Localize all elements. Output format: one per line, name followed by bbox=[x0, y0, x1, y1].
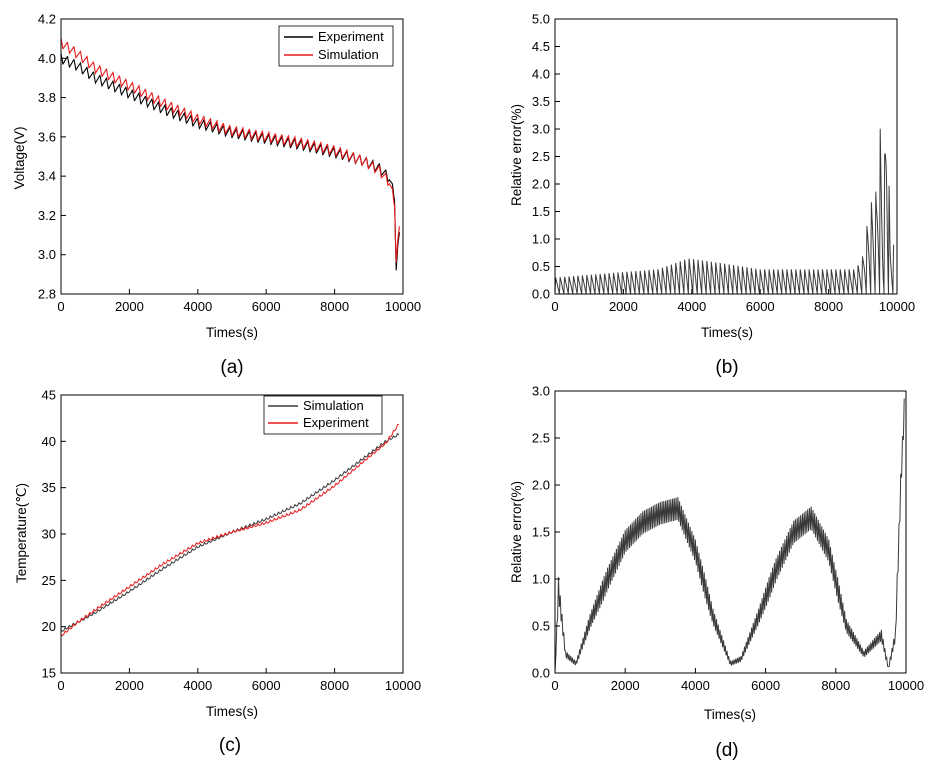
y-tick-label-b: 1.5 bbox=[532, 204, 550, 219]
x-tick-label-a: 4000 bbox=[183, 299, 212, 314]
y-tick-label-c: 25 bbox=[42, 573, 56, 588]
x-tick-label-b: 10000 bbox=[879, 299, 915, 314]
y-tick-label-b: 5.0 bbox=[532, 12, 550, 27]
x-tick-label-d: 8000 bbox=[821, 678, 850, 693]
plot-frame-a bbox=[60, 18, 404, 295]
y-tick-label-a: 3.4 bbox=[38, 169, 56, 184]
y-tick-label-d: 2.5 bbox=[532, 431, 550, 446]
y-tick-label-a: 4.0 bbox=[38, 51, 56, 66]
y-tick-label-b: 0.5 bbox=[532, 259, 550, 274]
x-tick-label-c: 8000 bbox=[320, 678, 349, 693]
x-tick-label-a: 8000 bbox=[320, 299, 349, 314]
x-tick-label-a: 6000 bbox=[252, 299, 281, 314]
y-tick-label-d: 2.0 bbox=[532, 478, 550, 493]
y-tick-label-b: 1.0 bbox=[532, 232, 550, 247]
y-tick-label-b: 4.5 bbox=[532, 39, 550, 54]
series-line-c-experiment bbox=[61, 423, 399, 637]
y-tick-label-d: 0.0 bbox=[532, 666, 550, 681]
y-tick-label-a: 2.8 bbox=[38, 287, 56, 302]
x-tick-label-b: 6000 bbox=[746, 299, 775, 314]
y-axis-title-a: Voltage(V) bbox=[12, 126, 27, 189]
legend-box-c bbox=[263, 395, 383, 435]
legend-a: Experiment Simulation bbox=[278, 25, 394, 67]
x-axis-title-d: Times(s) bbox=[704, 707, 756, 722]
y-tick-label-b: 2.0 bbox=[532, 177, 550, 192]
legend-entry-experiment-a: Experiment bbox=[318, 29, 384, 44]
y-tick-label-b: 3.5 bbox=[532, 94, 550, 109]
y-axis-title-c: Temperature(℃) bbox=[14, 483, 29, 583]
y-tick-label-d: 1.0 bbox=[532, 572, 550, 587]
panel-label-c: (c) bbox=[219, 735, 241, 756]
axis-ticks-d: 0 2000 4000 6000 8000 10000 0.0 0.5 1.0 1.5 2.0 2.5… bbox=[532, 384, 924, 694]
y-tick-label-b: 2.5 bbox=[532, 149, 550, 164]
y-tick-label-c: 15 bbox=[42, 666, 56, 681]
axis-ticks-b: 0 2000 4000 6000 8000 10000 0.0 0.5 1.0 1.5 2.0 2.5… bbox=[532, 12, 915, 315]
panel-label-b: (b) bbox=[715, 357, 738, 378]
legend-entry-simulation-a: Simulation bbox=[318, 47, 379, 62]
x-tick-label-d: 6000 bbox=[751, 678, 780, 693]
y-tick-label-d: 3.0 bbox=[532, 384, 550, 399]
x-tick-label-d: 2000 bbox=[611, 678, 640, 693]
x-tick-label-c: 4000 bbox=[183, 678, 212, 693]
x-tick-label-b: 0 bbox=[551, 299, 558, 314]
legend-c: Simulation Experiment bbox=[263, 395, 383, 435]
y-tick-label-d: 0.5 bbox=[532, 619, 550, 634]
plot-area-d bbox=[555, 398, 905, 672]
series-line-b-relative-error bbox=[555, 128, 895, 294]
y-tick-label-c: 30 bbox=[42, 527, 56, 542]
y-tick-label-b: 4.0 bbox=[532, 67, 550, 82]
y-tick-label-b: 0.0 bbox=[532, 287, 550, 302]
legend-box-a bbox=[278, 25, 394, 67]
x-tick-label-a: 10000 bbox=[385, 299, 421, 314]
y-tick-label-d: 1.5 bbox=[532, 525, 550, 540]
x-tick-label-d: 4000 bbox=[681, 678, 710, 693]
y-axis-title-b: Relative error(%) bbox=[509, 104, 524, 206]
x-axis-title-b: Times(s) bbox=[701, 325, 753, 340]
y-tick-label-a: 4.2 bbox=[38, 12, 56, 27]
x-tick-label-c: 10000 bbox=[385, 678, 421, 693]
y-tick-label-a: 3.6 bbox=[38, 129, 56, 144]
plot-area-a bbox=[61, 37, 400, 271]
legend-entry-experiment-c: Experiment bbox=[303, 415, 369, 430]
legend-entry-simulation-c: Simulation bbox=[303, 398, 364, 413]
series-line-a-experiment bbox=[61, 53, 400, 271]
x-tick-label-a: 2000 bbox=[115, 299, 144, 314]
x-tick-label-b: 4000 bbox=[677, 299, 706, 314]
x-axis-title-a: Times(s) bbox=[206, 325, 258, 340]
panel-c: 0 2000 4000 6000 8000 10000 15 20 25 30 35 40 45 Tim… bbox=[14, 388, 421, 757]
y-tick-label-a: 3.8 bbox=[38, 90, 56, 105]
x-tick-label-b: 8000 bbox=[814, 299, 843, 314]
plot-area-b bbox=[555, 128, 895, 294]
x-tick-label-b: 2000 bbox=[609, 299, 638, 314]
y-tick-label-c: 45 bbox=[42, 388, 56, 403]
panel-label-d: (d) bbox=[715, 740, 738, 761]
axis-ticks-c: 0 2000 4000 6000 8000 10000 15 20 25 30 35 40 45 bbox=[42, 388, 422, 694]
panel-label-a: (a) bbox=[220, 357, 243, 378]
panel-a: 0 2000 4000 6000 8000 10000 2.8 3.0 3.2 3.4 3.6 3.8… bbox=[12, 12, 421, 379]
panel-b: 0 2000 4000 6000 8000 10000 0.0 0.5 1.0 1.5 2.0 2.5… bbox=[509, 12, 915, 379]
plot-area-c bbox=[61, 423, 400, 637]
series-line-d-relative-error bbox=[555, 398, 905, 672]
y-tick-label-c: 40 bbox=[42, 434, 56, 449]
x-tick-label-d: 0 bbox=[551, 678, 558, 693]
x-tick-label-d: 10000 bbox=[888, 678, 924, 693]
y-tick-label-a: 3.0 bbox=[38, 247, 56, 262]
y-axis-title-d: Relative error(%) bbox=[509, 481, 524, 583]
x-tick-label-c: 6000 bbox=[252, 678, 281, 693]
x-axis-title-c: Times(s) bbox=[206, 704, 258, 719]
axis-ticks-a: 0 2000 4000 6000 8000 10000 2.8 3.0 3.2 3.4 3.6 3.8… bbox=[38, 12, 421, 315]
series-line-a-simulation bbox=[61, 37, 400, 263]
plot-frame-d bbox=[554, 390, 907, 674]
y-tick-label-a: 3.2 bbox=[38, 208, 56, 223]
x-tick-label-c: 0 bbox=[57, 678, 64, 693]
y-tick-label-c: 20 bbox=[42, 619, 56, 634]
plot-frame-c bbox=[60, 394, 404, 674]
plot-frame-b bbox=[554, 18, 898, 295]
x-tick-label-c: 2000 bbox=[115, 678, 144, 693]
x-tick-label-a: 0 bbox=[57, 299, 64, 314]
y-tick-label-c: 35 bbox=[42, 480, 56, 495]
y-tick-label-b: 3.0 bbox=[532, 122, 550, 137]
panel-d: 0 2000 4000 6000 8000 10000 0.0 0.5 1.0 1.5 2.0 2.5… bbox=[509, 384, 924, 762]
